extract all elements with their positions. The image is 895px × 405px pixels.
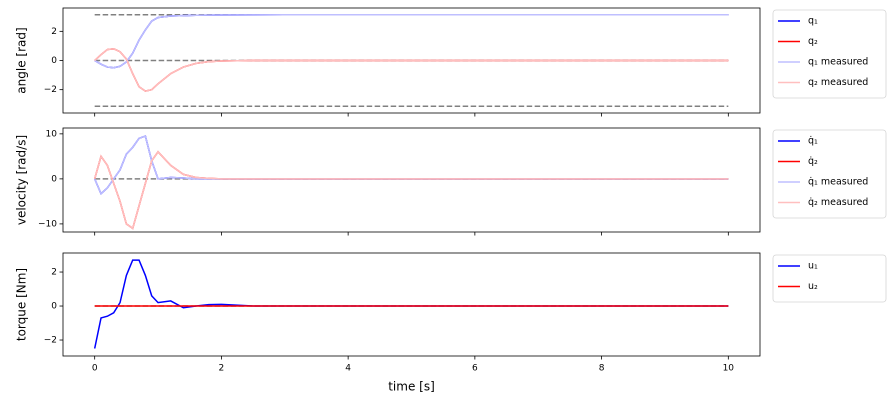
x-tick-label: 0: [92, 364, 98, 374]
legend-label: q₂ measured: [808, 77, 868, 88]
legend-label: q̇₂: [808, 156, 818, 167]
y-tick-label: 10: [46, 129, 58, 139]
y-tick-label: −2: [44, 85, 57, 95]
data-line: [94, 13, 729, 69]
x-tick-label: 10: [723, 364, 735, 374]
legend-label: u₂: [808, 281, 818, 292]
legend-box: [772, 9, 887, 99]
x-axis-label: time [s]: [388, 380, 435, 394]
legend-box: [772, 254, 887, 303]
y-tick-label: 0: [51, 56, 57, 66]
y-axis-label: velocity [rad/s]: [15, 135, 29, 225]
x-tick-label: 6: [472, 364, 478, 374]
x-tick-label: 4: [345, 364, 351, 374]
legend-label: q̇₂ measured: [808, 197, 868, 208]
x-tick-label: 8: [599, 364, 605, 374]
axes-frame: [62, 127, 761, 233]
data-line: [94, 48, 729, 92]
legend-label: q̇₁: [808, 136, 818, 147]
y-axis-label: angle [rad]: [15, 27, 29, 93]
y-tick-label: −2: [44, 336, 57, 346]
y-tick-label: 2: [51, 268, 57, 278]
data-line: [93, 150, 729, 230]
data-line: [93, 135, 729, 196]
legend-label: q₁: [808, 16, 818, 27]
data-line: [93, 150, 729, 230]
y-axis-label: torque [Nm]: [15, 268, 29, 341]
y-tick-label: 0: [51, 302, 57, 312]
y-tick-label: −10: [38, 219, 57, 229]
y-tick-label: 0: [51, 174, 57, 184]
legend-label: q̇₁ measured: [808, 177, 868, 188]
data-line: [93, 259, 729, 349]
x-tick-label: 2: [219, 364, 225, 374]
legend-label: q₂: [808, 36, 818, 47]
y-tick-label: 2: [51, 27, 57, 37]
axes-frame: [62, 252, 761, 357]
legend-label: q₁ measured: [808, 57, 868, 68]
legend-label: u₁: [808, 261, 818, 272]
data-line: [94, 48, 729, 92]
legend-box: [772, 129, 887, 219]
data-line: [93, 135, 729, 196]
